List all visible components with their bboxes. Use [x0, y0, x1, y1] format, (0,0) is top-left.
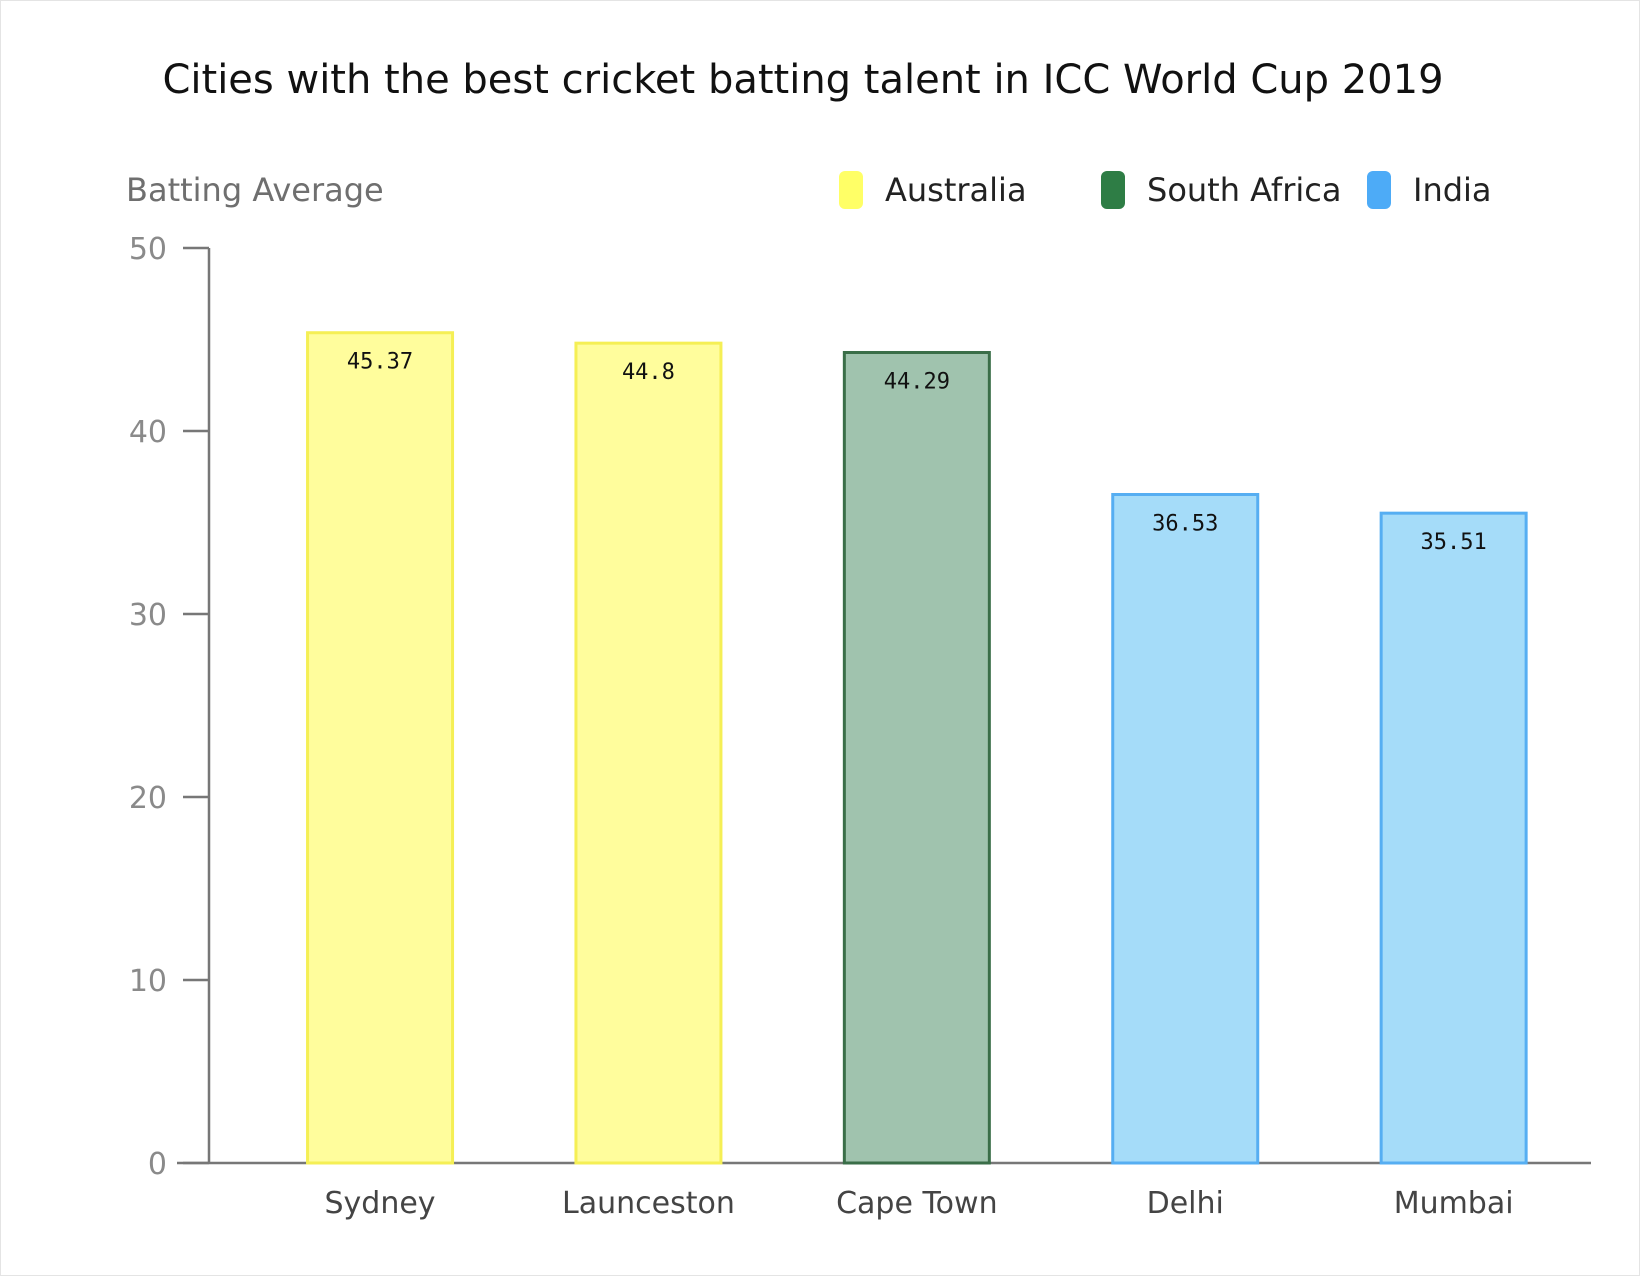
x-tick-label: Cape Town: [836, 1186, 998, 1221]
legend-swatch: [1367, 171, 1391, 209]
y-tick-label: 10: [129, 964, 167, 999]
x-tick-label: Mumbai: [1394, 1186, 1514, 1221]
bar: [1111, 493, 1260, 1165]
x-tick-label: Launceston: [562, 1186, 735, 1221]
y-tick-label: 50: [129, 232, 167, 267]
legend-swatch: [839, 171, 863, 209]
y-tick-label: 20: [129, 781, 167, 816]
bar: [1379, 511, 1528, 1165]
bars: 45.37 44.8 44.29 36.53 35.51: [306, 331, 1528, 1165]
legend-label: India: [1413, 171, 1492, 209]
bar-value-label: 35.51: [1421, 530, 1487, 555]
bar-value-label: 36.53: [1152, 512, 1218, 537]
y-ticks: 0 10 20 30 40 50: [129, 232, 209, 1182]
chart-title: Cities with the best cricket batting tal…: [162, 57, 1443, 103]
bar-value-label: 44.8: [622, 360, 675, 385]
bar: [842, 350, 991, 1165]
bar-value-label: 44.29: [884, 369, 950, 394]
legend: Australia South Africa India: [839, 171, 1492, 209]
bar: [306, 331, 455, 1165]
bar-value-label: 45.37: [347, 350, 413, 375]
y-tick-label: 0: [148, 1147, 167, 1182]
x-tick-label: Sydney: [325, 1186, 436, 1221]
legend-swatch: [1101, 171, 1125, 209]
y-tick-label: 30: [129, 598, 167, 633]
legend-label: South Africa: [1147, 171, 1341, 209]
y-tick-label: 40: [129, 415, 167, 450]
x-tick-label: Delhi: [1147, 1186, 1224, 1221]
y-axis-label: Batting Average: [126, 171, 384, 209]
x-tick-labels: Sydney Launceston Cape Town Delhi Mumbai: [325, 1186, 1514, 1221]
bar: [574, 341, 723, 1165]
legend-label: Australia: [885, 171, 1027, 209]
